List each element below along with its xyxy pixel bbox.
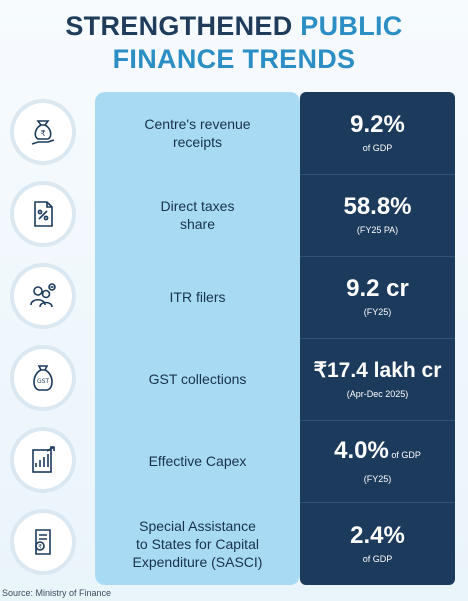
row-effective-capex: Effective Capex 4.0% of GDP (FY25)	[0, 420, 468, 502]
row-value: 2.4%	[350, 521, 405, 549]
row-value-box: 9.2 cr (FY25)	[300, 256, 455, 338]
row-sub: (FY25 PA)	[356, 225, 399, 235]
row-value-box: 9.2% of GDP	[300, 92, 455, 174]
rupee-document-icon: ₹	[14, 513, 72, 571]
row-value-number: 4.0%	[334, 436, 389, 464]
row-sub: (Apr-Dec 2025)	[346, 389, 409, 399]
rupee-bag-hand-icon: ₹	[14, 103, 72, 161]
row-value-box: 4.0% of GDP (FY25)	[300, 420, 455, 502]
label-panel	[95, 92, 300, 585]
row-value: 9.2 cr	[346, 275, 409, 302]
row-value-box: 2.4% of GDP	[300, 502, 455, 585]
row-itr-filers: ITR filers 9.2 cr (FY25)	[0, 256, 468, 338]
row-label: Effective Capex	[148, 453, 247, 469]
divider	[300, 420, 455, 421]
divider	[300, 174, 455, 175]
page-title: STRENGTHENED PUBLIC FINANCE TRENDS	[0, 10, 468, 76]
row-label: Special Assistance to States for Capital E…	[132, 517, 263, 570]
row-revenue-receipts: ₹ Centre's revenue receipts 9.2% of GDP	[0, 92, 468, 174]
divider	[300, 338, 455, 339]
row-value-unit: of GDP	[388, 449, 421, 460]
row-label: ITR filers	[169, 289, 226, 305]
row-label: Centre's revenue receipts	[144, 116, 251, 150]
source-note: Source: Ministry of Finance	[2, 588, 112, 598]
row-sasci: ₹ Special Assistance to States for Capita…	[0, 502, 468, 585]
svg-text:₹: ₹	[40, 129, 45, 138]
row-value: ₹17.4 lakh cr	[313, 359, 442, 382]
row-sub: (FY25)	[363, 307, 392, 317]
title-part-1: STRENGTHENED	[65, 11, 301, 41]
row-label: Direct taxes share	[160, 198, 235, 232]
row-direct-taxes: Direct taxes share 58.8% (FY25 PA)	[0, 174, 468, 256]
divider	[300, 502, 455, 503]
row-value: 58.8%	[343, 193, 412, 220]
gst-money-bag-icon: GST	[14, 349, 72, 407]
row-sub: of GDP	[362, 143, 393, 153]
divider	[300, 256, 455, 257]
svg-text:₹: ₹	[38, 544, 42, 551]
svg-text:GST: GST	[37, 378, 49, 385]
title-line-2: FINANCE TRENDS	[112, 44, 356, 74]
people-filers-icon	[14, 267, 72, 325]
growth-chart-icon	[14, 431, 72, 489]
row-gst-collections: GST GST collections ₹17.4 lakh cr (Apr-D…	[0, 338, 468, 420]
row-value-box: 58.8% (FY25 PA)	[300, 174, 455, 256]
title-part-2: PUBLIC	[300, 11, 403, 41]
row-value-box: ₹17.4 lakh cr (Apr-Dec 2025)	[300, 338, 455, 420]
tax-document-icon	[14, 185, 72, 243]
row-label: GST collections	[148, 371, 247, 387]
row-value: 4.0% of GDP	[334, 437, 421, 469]
row-value: 9.2%	[350, 111, 405, 138]
row-sub: of GDP	[362, 553, 393, 564]
row-sub: (FY25)	[363, 473, 392, 484]
